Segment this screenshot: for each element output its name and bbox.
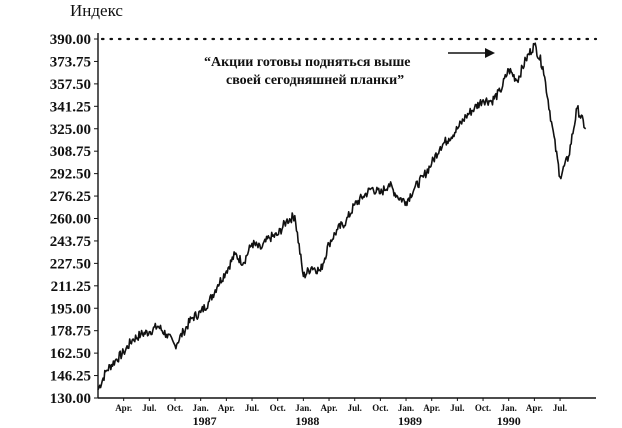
x-tick-labels: Apr. Jul. Oct. Jan. Apr. Jul. Oct. Jan. Apr. Jul.… [115, 398, 567, 413]
x-tick-label: Apr. [423, 403, 440, 413]
x-tick-label: Jan. [398, 403, 414, 413]
x-tick-label: Jan. [295, 403, 311, 413]
year-labels: 1987 1988 1989 1990 [193, 414, 521, 428]
y-tick-label: 276.25 [50, 189, 91, 205]
y-tick-label: 146.25 [50, 369, 91, 385]
y-tick-label: 178.75 [50, 324, 91, 340]
y-tick-label: 130.00 [50, 391, 91, 407]
x-tick-label: Oct. [372, 403, 388, 413]
x-tick-label: Jul. [348, 403, 362, 413]
x-tick-label: Apr. [218, 403, 235, 413]
y-tick-label: 308.75 [50, 144, 91, 160]
x-tick-label: Oct. [475, 403, 491, 413]
annotation-line-1: “Акции готовы подняться выше [204, 55, 411, 70]
year-label: 1990 [497, 414, 521, 428]
y-tick-label: 390.00 [50, 32, 91, 48]
x-tick-label: Jan. [193, 403, 209, 413]
y-tick-label: 243.75 [50, 234, 91, 250]
y-tick-label: 195.00 [50, 301, 91, 317]
axes [97, 33, 596, 399]
annotation: “Акции готовы подняться выше своей сегод… [204, 48, 495, 88]
x-tick-label: Jul. [450, 403, 464, 413]
x-tick-label: Apr. [526, 403, 543, 413]
x-tick-label: Apr. [115, 403, 132, 413]
y-tick-label: 325.00 [50, 122, 91, 138]
y-tick-label: 211.25 [51, 279, 91, 295]
x-tick-label: Jul. [245, 403, 259, 413]
x-tick-label: Oct. [167, 403, 183, 413]
year-label: 1989 [398, 414, 422, 428]
y-tick-label: 373.75 [50, 54, 91, 70]
y-tick-labels: 390.00 373.75 357.50 341.25 325.00 308.75 292.… [50, 32, 98, 407]
y-tick-label: 260.00 [50, 212, 91, 228]
year-label: 1988 [295, 414, 319, 428]
series-line [97, 42, 587, 391]
x-tick-label: Jul. [553, 403, 567, 413]
y-tick-label: 292.50 [50, 167, 91, 183]
annotation-line-2: своей сегодняшней планки” [226, 73, 404, 88]
annotation-arrow-head [485, 48, 495, 58]
x-tick-label: Apr. [321, 403, 338, 413]
y-tick-label: 341.25 [50, 99, 91, 115]
y-tick-label: 357.50 [50, 77, 91, 93]
y-tick-label: 227.50 [50, 256, 91, 272]
y-axis-title: Индекс [70, 1, 123, 20]
x-tick-label: Jul. [142, 403, 156, 413]
year-label: 1987 [193, 414, 217, 428]
x-tick-label: Oct. [270, 403, 286, 413]
x-tick-label: Jan. [501, 403, 517, 413]
y-tick-label: 162.50 [50, 346, 91, 362]
